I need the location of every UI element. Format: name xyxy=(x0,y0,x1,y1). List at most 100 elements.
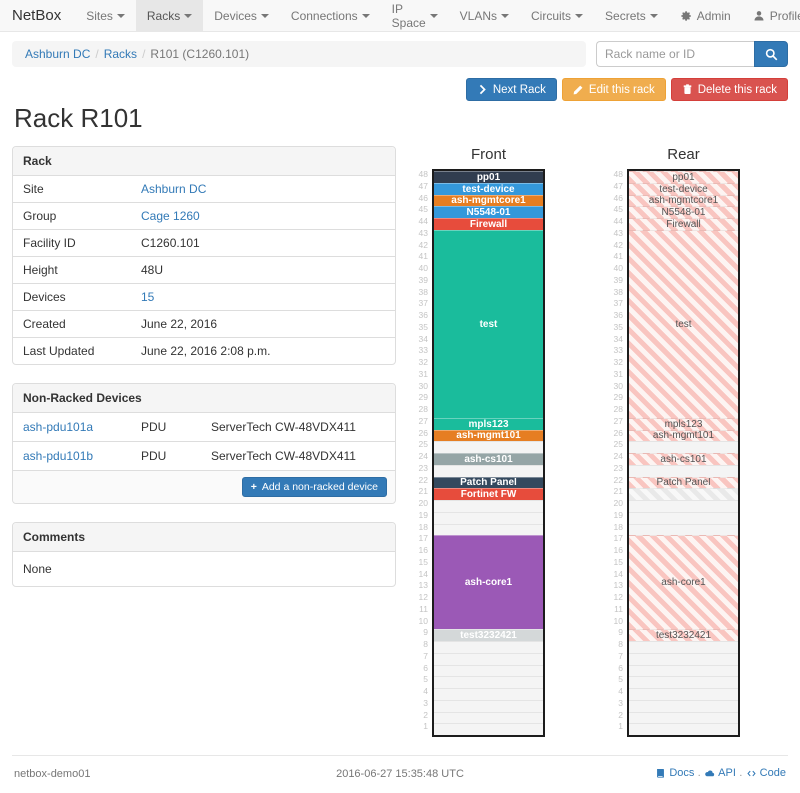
rack-device[interactable]: test3232421 xyxy=(434,629,543,641)
unit-number: 11 xyxy=(614,603,623,614)
table-row: Site Ashburn DC xyxy=(13,176,395,203)
rack-device[interactable]: N5548-01 xyxy=(434,206,543,218)
unit-number: 9 xyxy=(423,627,428,638)
rack-unit-empty xyxy=(434,664,543,677)
nav-item-ip-space[interactable]: IP Space xyxy=(381,0,449,31)
nav-item-racks[interactable]: Racks xyxy=(135,0,204,31)
gear-icon xyxy=(680,10,692,22)
unit-number: 48 xyxy=(418,169,428,179)
nav-item-profile[interactable]: Profile xyxy=(742,0,800,31)
edit-rack-button[interactable]: Edit this rack xyxy=(561,78,666,101)
search-input[interactable] xyxy=(596,41,754,67)
attr-value: 15 xyxy=(131,283,395,311)
nav-item-vlans[interactable]: VLANs xyxy=(449,0,520,31)
nav-item-connections[interactable]: Connections xyxy=(280,0,381,31)
footer-link-api[interactable]: API xyxy=(704,767,736,779)
device-link[interactable]: ash-pdu101a xyxy=(23,420,94,434)
rack-unit-empty xyxy=(434,676,543,688)
rack-device[interactable]: ash-cs101 xyxy=(434,453,543,465)
unit-number: 12 xyxy=(613,592,623,602)
rack-unit-empty xyxy=(434,711,543,724)
unit-number: 33 xyxy=(613,345,623,356)
attr-value-link[interactable]: 15 xyxy=(141,290,155,304)
attr-label: Facility ID xyxy=(13,229,131,257)
nav-item-sites[interactable]: Sites xyxy=(75,0,136,31)
rack-device[interactable]: ash-mgmtcore1 xyxy=(434,194,543,207)
rack-device[interactable]: Firewall xyxy=(629,218,738,230)
rack-device[interactable]: pp01 xyxy=(629,171,738,183)
unit-number: 4 xyxy=(618,686,623,696)
rack-device[interactable]: Patch Panel xyxy=(629,476,738,489)
brand-logo[interactable]: NetBox xyxy=(12,7,62,24)
rack-device[interactable]: pp01 xyxy=(434,171,543,183)
unit-number: 38 xyxy=(418,286,428,297)
rack-device[interactable]: Fortinet FW xyxy=(434,488,543,500)
unit-number: 45 xyxy=(418,204,428,215)
rack-device[interactable]: test xyxy=(434,229,543,418)
rack-device[interactable]: N5548-01 xyxy=(629,206,738,218)
rack-unit-empty xyxy=(629,676,738,688)
rack-device[interactable]: test3232421 xyxy=(629,629,738,641)
rack-device[interactable]: mpls123 xyxy=(434,417,543,430)
next-rack-button[interactable]: Next Rack xyxy=(465,78,557,101)
plus-icon: + xyxy=(250,481,257,493)
unit-number: 45 xyxy=(613,204,623,215)
unit-number: 16 xyxy=(613,545,623,555)
unit-number: 14 xyxy=(418,568,428,579)
add-non-racked-device-button[interactable]: + Add a non-racked device xyxy=(241,477,387,497)
unit-number: 38 xyxy=(613,286,623,297)
rack-device[interactable]: ash-mgmtcore1 xyxy=(629,194,738,207)
attr-value: Ashburn DC xyxy=(131,176,395,203)
unit-number: 37 xyxy=(418,298,428,309)
search-button[interactable] xyxy=(754,41,788,67)
rack-device[interactable]: Patch Panel xyxy=(434,476,543,489)
unit-number: 13 xyxy=(418,580,428,591)
comments-panel: Comments None xyxy=(12,522,396,587)
nav-item-admin[interactable]: Admin xyxy=(669,0,742,31)
footer-link-code[interactable]: Code xyxy=(746,767,786,779)
main-nav: Sites Racks Devices Connections IP Space VLAN… xyxy=(75,0,669,31)
rack-device[interactable]: test-device xyxy=(434,182,543,195)
rack-device[interactable]: ash-cs101 xyxy=(629,453,738,465)
rack-device[interactable]: ash-core1 xyxy=(434,535,543,630)
unit-number: 30 xyxy=(418,380,428,391)
rack-unit-empty xyxy=(434,464,543,477)
rack-device[interactable]: mpls123 xyxy=(629,417,738,430)
device-link[interactable]: ash-pdu101b xyxy=(23,449,94,463)
unit-number: 30 xyxy=(613,380,623,391)
code-icon xyxy=(746,768,757,779)
unit-number: 36 xyxy=(418,310,428,320)
breadcrumb: Ashburn DC / Racks / R101 (C1260.101) xyxy=(12,41,586,67)
footer-separator: · xyxy=(694,769,705,782)
breadcrumb-link[interactable]: Racks xyxy=(103,47,138,61)
rack-device[interactable]: Firewall xyxy=(434,218,543,230)
nav-item-devices[interactable]: Devices xyxy=(203,0,280,31)
delete-rack-button[interactable]: Delete this rack xyxy=(670,78,788,101)
unit-number: 41 xyxy=(613,251,623,262)
unit-number: 29 xyxy=(613,392,623,403)
nav-item-secrets[interactable]: Secrets xyxy=(594,0,669,31)
rack-device[interactable]: ash-core1 xyxy=(629,535,738,630)
attr-value-link[interactable]: Cage 1260 xyxy=(141,209,200,223)
table-row: Group Cage 1260 xyxy=(13,202,395,230)
rack-device[interactable]: test-device xyxy=(629,182,738,195)
non-racked-panel-title: Non-Racked Devices xyxy=(13,384,395,413)
rack-device[interactable]: test xyxy=(629,229,738,418)
breadcrumb-link[interactable]: Ashburn DC xyxy=(25,47,91,61)
footer-link-docs[interactable]: Docs xyxy=(655,767,694,779)
attr-value-link[interactable]: Ashburn DC xyxy=(141,182,207,196)
top-navbar: NetBox Sites Racks Devices Connections IP Sp… xyxy=(0,0,800,32)
unit-number: 16 xyxy=(418,545,428,555)
front-rack-box: pp01 test-device ash-mgmtcore1 N5548-01 Fire… xyxy=(432,169,545,737)
table-row: Devices 15 xyxy=(13,283,395,311)
unit-number: 23 xyxy=(613,462,623,473)
unit-number: 34 xyxy=(418,333,428,344)
unit-number: 27 xyxy=(418,415,428,426)
front-unit-numbers: 48 47 46 45 44 43 42 41 40 39 38 37 36 35 34 33 32 31 30 29… xyxy=(414,169,432,737)
rack-device[interactable]: ash-mgmt101 xyxy=(434,429,543,442)
rack-device[interactable]: ash-mgmt101 xyxy=(629,429,738,442)
rack-elevation-front: Front 48 47 46 45 44 43 42 41 40 39 38 37 36 35 34 33 32… xyxy=(414,146,545,737)
nav-item-circuits[interactable]: Circuits xyxy=(520,0,594,31)
device-model: ServerTech CW-48VDX411 xyxy=(211,420,356,434)
rack-unit-empty xyxy=(629,711,738,724)
